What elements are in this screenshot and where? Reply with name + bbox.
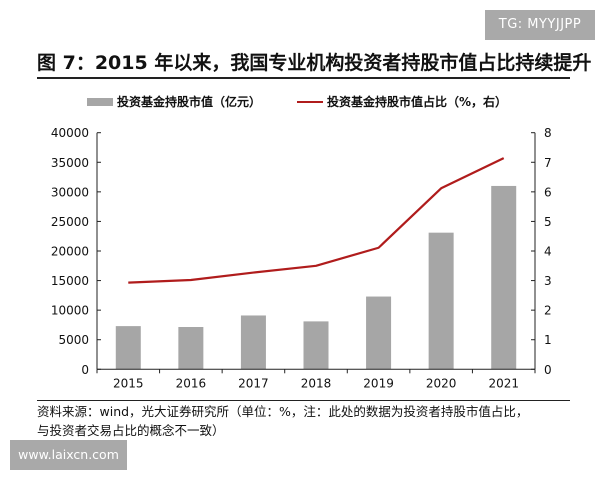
bar-2021 — [491, 185, 517, 370]
x-tick-label: 2021 — [488, 376, 519, 390]
x-tick-label: 2017 — [238, 376, 269, 390]
left-tick-label: 40000 — [51, 126, 89, 140]
right-tick-label: 8 — [544, 126, 552, 140]
source-line-1: 资料来源：wind，光大证券研究所（单位：%，注：此处的数据为投资者持股市值占比… — [37, 404, 529, 419]
legend-item-line: 投资基金持股市值占比（%，右） — [297, 93, 507, 110]
right-tick-label: 2 — [544, 304, 552, 318]
bar-2019 — [366, 296, 392, 370]
legend-bar-swatch — [87, 97, 113, 106]
source-line-2: 与投资者交易占比的概念不一致） — [37, 423, 225, 438]
bar-2016 — [178, 327, 204, 370]
left-tick-label: 35000 — [51, 156, 89, 170]
x-tick-label: 2020 — [426, 376, 457, 390]
left-tick-label: 25000 — [51, 215, 89, 229]
source-rule — [37, 400, 570, 401]
right-tick-label: 6 — [544, 185, 552, 199]
x-tick-label: 2016 — [176, 376, 207, 390]
left-tick-label: 0 — [81, 363, 89, 377]
right-tick-label: 3 — [544, 274, 552, 288]
source-note: 资料来源：wind，光大证券研究所（单位：%，注：此处的数据为投资者持股市值占比… — [37, 402, 577, 440]
watermark-bottom: www.laixcn.com — [10, 440, 127, 470]
legend-item-bar: 投资基金持股市值（亿元） — [87, 93, 261, 110]
right-tick-label: 5 — [544, 215, 552, 229]
x-tick-label: 2019 — [363, 376, 394, 390]
title-underline — [37, 77, 570, 79]
bar-2015 — [115, 326, 141, 370]
left-tick-label: 15000 — [51, 274, 89, 288]
bar-2020 — [428, 232, 454, 370]
x-tick-label: 2018 — [301, 376, 332, 390]
right-tick-label: 7 — [544, 156, 552, 170]
watermark-top: TG: MYYJJPP — [485, 10, 595, 40]
chart-title: 图 7：2015 年以来，我国专业机构投资者持股市值占比持续提升 — [37, 52, 592, 74]
left-tick-label: 20000 — [51, 245, 89, 259]
right-tick-label: 1 — [544, 333, 552, 347]
legend-label-bar: 投资基金持股市值（亿元） — [117, 95, 262, 109]
left-tick-label: 5000 — [58, 333, 89, 347]
bar-2018 — [303, 321, 329, 370]
bar-2017 — [240, 315, 266, 370]
x-tick-label: 2015 — [113, 376, 144, 390]
right-tick-label: 4 — [544, 245, 552, 259]
left-tick-label: 30000 — [51, 185, 89, 199]
left-tick-label: 10000 — [51, 304, 89, 318]
right-tick-label: 0 — [544, 363, 552, 377]
legend-label-line: 投资基金持股市值占比（%，右） — [327, 95, 508, 109]
legend-line-swatch — [297, 100, 323, 103]
